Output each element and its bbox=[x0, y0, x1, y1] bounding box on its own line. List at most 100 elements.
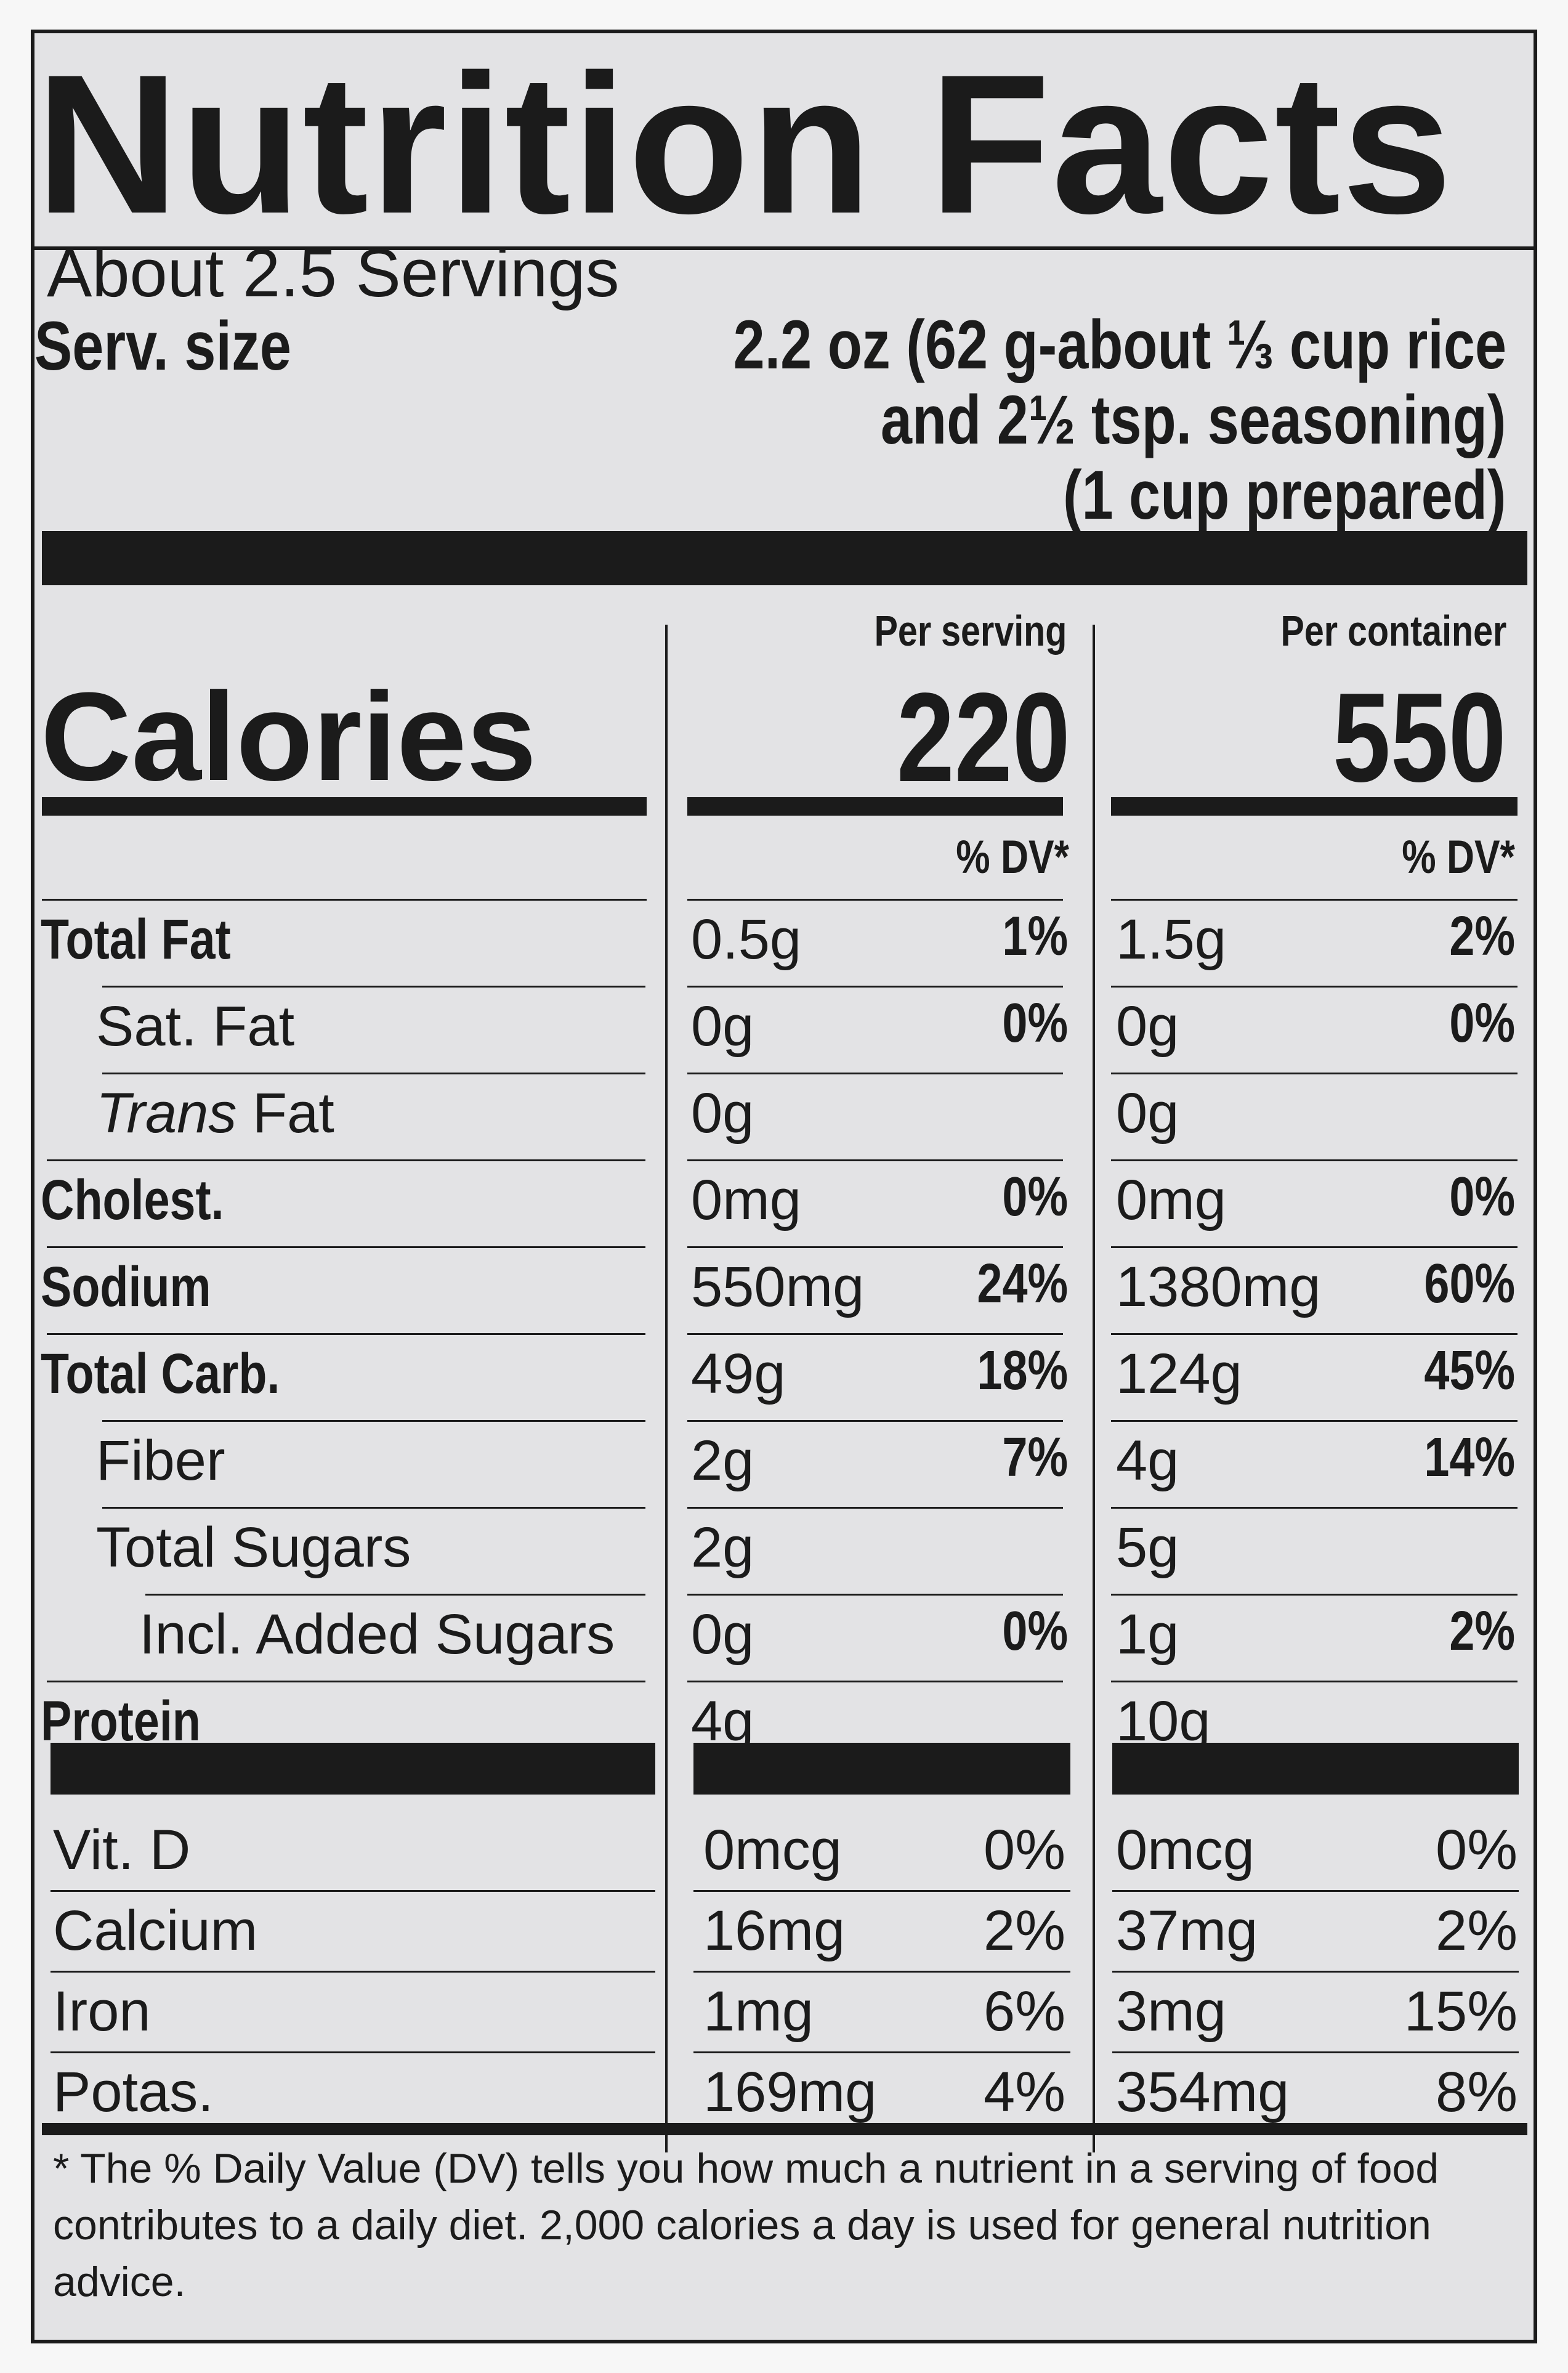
nutrient-amount-container: 0g bbox=[1116, 1082, 1179, 1145]
vitamin-amount-container: 0mcg bbox=[1116, 1819, 1255, 1881]
nutrient-amount-container: 10g bbox=[1116, 1690, 1211, 1753]
nutrient-name-text: Protein bbox=[41, 1690, 201, 1753]
nutrient-dv-container: 0% bbox=[1435, 996, 1515, 1051]
calories-per-container: 550 bbox=[1333, 667, 1506, 808]
vitamin-rule bbox=[51, 1971, 655, 1973]
thick-rule-vitamins-col0 bbox=[51, 1743, 655, 1795]
nutrient-rule bbox=[1111, 1420, 1517, 1422]
nutrient-rule bbox=[687, 1159, 1063, 1161]
nutrient-amount-serving: 0.5g bbox=[691, 908, 802, 971]
vitamin-dv-container: 8% bbox=[1436, 2061, 1517, 2124]
serving-size-value: 2.2 oz (62 g-about ⅓ cup rice and 2½ tsp… bbox=[733, 306, 1506, 533]
nutrient-rule bbox=[1111, 1594, 1517, 1596]
nutrient-dv-text: 0% bbox=[1449, 1166, 1515, 1228]
nutrition-facts-label: Nutrition Facts About 2.5 Servings Serv.… bbox=[31, 30, 1537, 2343]
column-divider-1 bbox=[665, 625, 668, 2152]
nutrient-dv-text: 0% bbox=[1002, 992, 1068, 1054]
nutrient-name-text: Fat bbox=[236, 1082, 334, 1145]
nutrient-name-text: Total Carb. bbox=[41, 1342, 280, 1405]
nutrient-rule bbox=[687, 986, 1063, 988]
nutrient-rule bbox=[1111, 1246, 1517, 1248]
nutrient-name-text: Total Fat bbox=[41, 908, 231, 971]
nutrient-dv-text: 14% bbox=[1424, 1427, 1515, 1488]
nutrient-name: Incl. Added Sugars bbox=[139, 1606, 615, 1663]
vitamin-dv-serving: 0% bbox=[984, 1819, 1065, 1881]
per-serving-header: Per serving bbox=[874, 607, 1067, 655]
vitamin-dv-container: 0% bbox=[1436, 1819, 1517, 1881]
nutrient-name: Trans Fat bbox=[96, 1085, 334, 1142]
nutrient-amount-serving: 4g bbox=[691, 1690, 754, 1753]
nutrient-dv-text: 0% bbox=[1002, 1600, 1068, 1662]
nutrient-rule bbox=[47, 1333, 645, 1335]
nutrient-rule bbox=[42, 899, 647, 901]
nutrient-dv-container: 60% bbox=[1404, 1256, 1515, 1312]
vitamin-amount-container: 3mg bbox=[1116, 1980, 1226, 2043]
nutrient-rule bbox=[102, 1507, 645, 1509]
nutrient-amount-container: 4g bbox=[1116, 1429, 1179, 1492]
vitamin-amount-container: 354mg bbox=[1116, 2061, 1290, 2124]
nutrient-dv-serving: 0% bbox=[988, 1169, 1068, 1225]
nutrient-dv-text: 45% bbox=[1424, 1340, 1515, 1401]
nutrient-dv-text: 0% bbox=[1002, 1166, 1068, 1228]
vitamin-dv-serving: 4% bbox=[984, 2061, 1065, 2124]
calories-rule-col0 bbox=[42, 797, 647, 816]
vitamin-rule bbox=[1112, 1971, 1519, 1973]
title-rule bbox=[34, 246, 1534, 250]
nutrient-rule bbox=[47, 1159, 645, 1161]
vitamin-amount-container: 37mg bbox=[1116, 1899, 1258, 1962]
nutrient-rule bbox=[687, 1681, 1063, 1682]
nutrient-rule bbox=[1111, 1159, 1517, 1161]
thick-rule-vitamins-col2 bbox=[1112, 1743, 1519, 1795]
nutrient-dv-serving: 0% bbox=[988, 1604, 1068, 1659]
nutrient-name: Cholest. bbox=[41, 1172, 264, 1228]
nutrient-name: Total Sugars bbox=[96, 1519, 411, 1576]
nutrient-dv-text: 1% bbox=[1002, 906, 1068, 967]
dv-header-container: % DV* bbox=[1402, 831, 1515, 883]
nutrient-name: Total Fat bbox=[41, 911, 273, 968]
nutrient-amount-serving: 2g bbox=[691, 1516, 754, 1579]
serving-size-label: Serv. size bbox=[34, 307, 291, 384]
nutrient-name: Protein bbox=[41, 1693, 236, 1750]
nutrient-rule bbox=[1111, 1681, 1517, 1682]
thick-rule-top bbox=[42, 531, 1527, 585]
nutrient-dv-serving: 24% bbox=[957, 1256, 1068, 1312]
nutrient-rule bbox=[1111, 1333, 1517, 1335]
nutrient-dv-container: 45% bbox=[1404, 1343, 1515, 1398]
nutrient-amount-container: 0g bbox=[1116, 995, 1179, 1058]
vitamin-rule bbox=[51, 1890, 655, 1892]
nutrient-dv-text: 7% bbox=[1002, 1427, 1068, 1488]
nutrient-rule bbox=[1111, 986, 1517, 988]
nutrient-name-italic: Trans bbox=[96, 1082, 237, 1145]
nutrient-name: Fiber bbox=[96, 1432, 225, 1489]
vitamin-rule bbox=[693, 1890, 1070, 1892]
nutrient-name-text: Sat. Fat bbox=[96, 995, 295, 1058]
nutrient-rule bbox=[145, 1594, 645, 1596]
vitamin-rule bbox=[51, 2051, 655, 2053]
nutrient-name-text: Cholest. bbox=[41, 1169, 224, 1231]
thick-rule-bottom bbox=[42, 2123, 1527, 2135]
nutrient-amount-container: 1.5g bbox=[1116, 908, 1227, 971]
vitamin-rule bbox=[693, 2051, 1070, 2053]
nutrient-amount-serving: 0g bbox=[691, 995, 754, 1058]
calories-label: Calories bbox=[41, 667, 537, 807]
nutrient-dv-serving: 7% bbox=[988, 1430, 1068, 1485]
nutrient-dv-container: 14% bbox=[1404, 1430, 1515, 1485]
dv-header-serving: % DV* bbox=[956, 831, 1069, 883]
nutrient-rule bbox=[1111, 1507, 1517, 1509]
nutrient-rule bbox=[687, 1333, 1063, 1335]
vitamin-name: Potas. bbox=[53, 2061, 214, 2124]
nutrient-dv-text: 2% bbox=[1449, 1600, 1515, 1662]
thick-rule-vitamins-col1 bbox=[693, 1743, 1070, 1795]
nutrient-amount-container: 124g bbox=[1116, 1342, 1242, 1405]
nutrient-rule bbox=[1111, 1073, 1517, 1074]
nutrient-rule bbox=[687, 1246, 1063, 1248]
nutrient-rule bbox=[687, 899, 1063, 901]
vitamin-name: Iron bbox=[53, 1980, 151, 2043]
nutrient-dv-text: 60% bbox=[1424, 1253, 1515, 1315]
nutrient-name-text: Fiber bbox=[96, 1429, 225, 1492]
nutrient-amount-serving: 550mg bbox=[691, 1255, 865, 1318]
vitamin-rule bbox=[1112, 1890, 1519, 1892]
nutrient-rule bbox=[102, 1073, 645, 1074]
vitamin-dv-container: 2% bbox=[1436, 1899, 1517, 1962]
nutrient-amount-container: 0mg bbox=[1116, 1169, 1226, 1231]
